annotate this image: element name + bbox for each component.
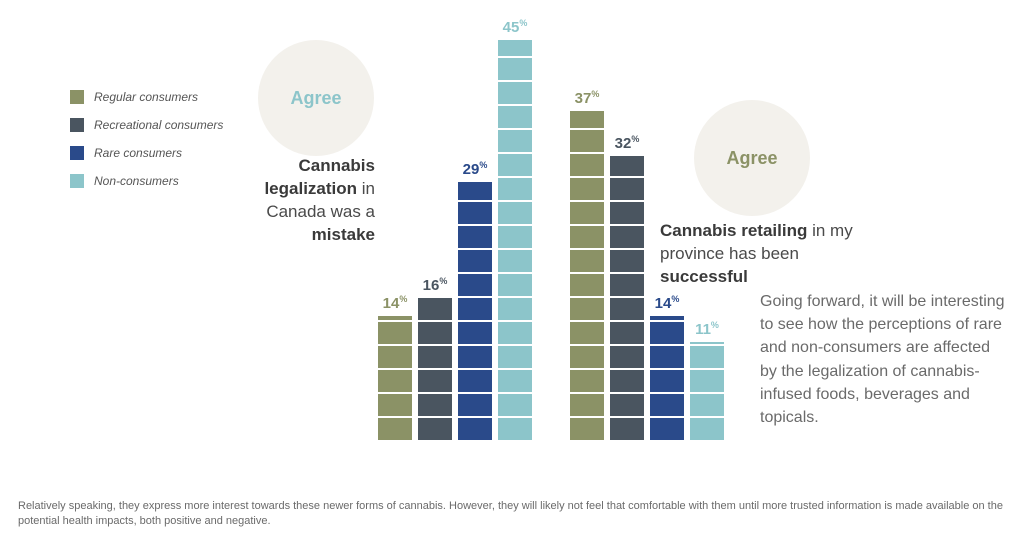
forward-text: Going forward, it will be interesting to… xyxy=(760,290,1010,429)
agree-label: Agree xyxy=(726,148,777,169)
bar: 29% xyxy=(458,182,492,440)
bar: 11% xyxy=(690,342,724,440)
legend-label: Non-consumers xyxy=(94,174,179,188)
legend: Regular consumers Recreational consumers… xyxy=(70,90,223,202)
bar: 32% xyxy=(610,156,644,440)
legend-item: Regular consumers xyxy=(70,90,223,104)
legend-item: Rare consumers xyxy=(70,146,223,160)
legend-label: Rare consumers xyxy=(94,146,182,160)
bar: 37% xyxy=(570,111,604,440)
bar-value: 11% xyxy=(695,320,719,338)
bar: 45% xyxy=(498,40,532,440)
legend-label: Regular consumers xyxy=(94,90,198,104)
statement-2: Cannabis retailing in my province has be… xyxy=(660,220,890,289)
bar-value: 14% xyxy=(655,294,680,312)
legend-swatch xyxy=(70,118,84,132)
bar-value: 14% xyxy=(383,294,408,312)
bar: 14% xyxy=(650,316,684,440)
bar: 14% xyxy=(378,316,412,440)
agree-badge-2: Agree xyxy=(694,100,810,216)
bar-value: 29% xyxy=(463,160,488,178)
bar-value: 32% xyxy=(615,134,640,152)
legend-item: Non-consumers xyxy=(70,174,223,188)
agree-label: Agree xyxy=(290,88,341,109)
bar-value: 45% xyxy=(503,18,528,36)
legend-item: Recreational consumers xyxy=(70,118,223,132)
bar: 16% xyxy=(418,298,452,440)
agree-badge-1: Agree xyxy=(258,40,374,156)
bar-value: 37% xyxy=(575,89,600,107)
legend-swatch xyxy=(70,90,84,104)
statement-1: Cannabis legalization in Canada was a mi… xyxy=(215,155,375,247)
legend-swatch xyxy=(70,174,84,188)
bar-group-1: 14%16%29%45% xyxy=(378,40,532,440)
bar-value: 16% xyxy=(423,276,448,294)
footer-text: Relatively speaking, they express more i… xyxy=(18,499,1006,529)
legend-swatch xyxy=(70,146,84,160)
legend-label: Recreational consumers xyxy=(94,118,223,132)
